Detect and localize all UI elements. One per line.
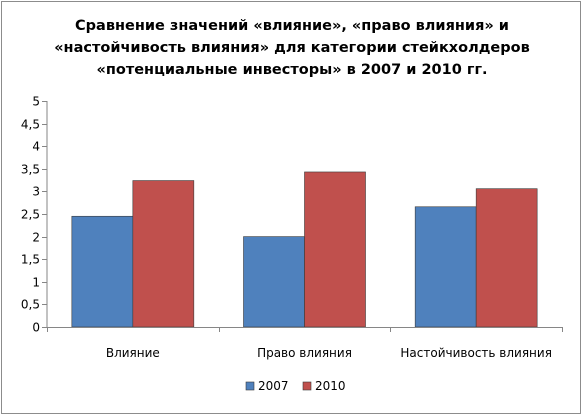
- bar-2007-1: [71, 215, 134, 328]
- bar-2010-3: [475, 188, 538, 328]
- legend-swatch-2007: [245, 381, 255, 391]
- chart-title-line-1: Сравнение значений «влияние», «право вли…: [75, 18, 509, 34]
- bar-2007-2: [243, 236, 305, 328]
- chart-title-line-3: «потенциальные инвесторы» в 2007 и 2010 …: [96, 62, 488, 78]
- y-tick-label: 0,5: [21, 298, 40, 312]
- y-tick-label: 1: [32, 276, 40, 290]
- bar-2010-2: [304, 171, 366, 328]
- y-tick-label: 2,5: [21, 208, 40, 222]
- legend-label-2010: 2010: [315, 379, 346, 393]
- legend-swatch-2010: [302, 381, 312, 391]
- y-tick-label: 3: [32, 185, 40, 199]
- bar-2010-1: [132, 180, 195, 328]
- chart-title-line-2: «настойчивость влияния» для категории ст…: [54, 40, 530, 56]
- y-tick-label: 2: [32, 231, 40, 245]
- y-tick-label: 0: [32, 321, 40, 335]
- y-tick-label: 4,5: [21, 118, 40, 132]
- y-tick-label: 4: [32, 140, 40, 154]
- x-category-label: Влияние: [106, 346, 160, 360]
- y-tick-label: 3,5: [21, 163, 40, 177]
- legend-label-2007: 2007: [258, 379, 289, 393]
- x-category-label: Настойчивость влияния: [400, 346, 552, 360]
- y-tick-label: 5: [32, 95, 40, 109]
- x-category-label: Право влияния: [257, 346, 352, 360]
- y-tick-label: 1,5: [21, 253, 40, 267]
- bar-2007-3: [414, 206, 477, 328]
- chart-title: Сравнение значений «влияние», «право вли…: [0, 15, 584, 81]
